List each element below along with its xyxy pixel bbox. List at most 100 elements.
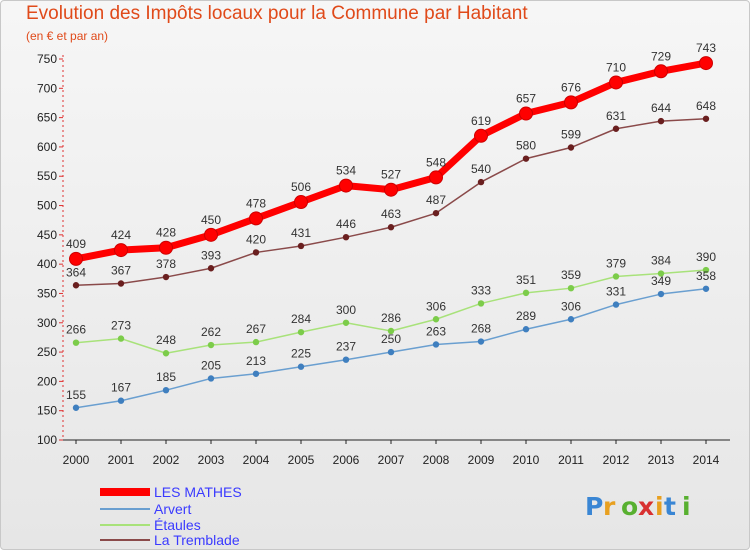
data-point bbox=[207, 265, 215, 272]
data-label: 205 bbox=[201, 358, 221, 372]
data-label: 237 bbox=[336, 340, 356, 354]
data-point bbox=[654, 64, 668, 79]
data-point bbox=[702, 285, 710, 292]
data-point bbox=[342, 319, 350, 326]
data-label: 409 bbox=[66, 237, 86, 251]
legend-label: Arvert bbox=[154, 501, 191, 517]
y-tick-label: 450 bbox=[37, 228, 57, 242]
logo-letter: i bbox=[682, 492, 691, 521]
y-tick-label: 200 bbox=[37, 374, 57, 388]
data-label: 540 bbox=[471, 162, 491, 176]
data-point bbox=[522, 326, 530, 333]
data-label: 631 bbox=[606, 109, 626, 123]
data-label: 351 bbox=[516, 273, 536, 287]
data-point bbox=[519, 106, 533, 121]
data-label: 506 bbox=[291, 180, 311, 194]
data-point bbox=[474, 128, 488, 143]
data-label: 534 bbox=[336, 164, 356, 178]
y-tick-label: 300 bbox=[37, 316, 57, 330]
data-point bbox=[72, 404, 80, 411]
y-tick-label: 100 bbox=[37, 433, 57, 447]
data-labels: 155 167 185 205 213 225 237 250 263 268 289 306 331 3… bbox=[66, 41, 716, 402]
data-label: 446 bbox=[336, 217, 356, 231]
data-point bbox=[342, 233, 350, 241]
data-point bbox=[297, 328, 305, 336]
data-label: 450 bbox=[201, 213, 221, 227]
data-point bbox=[384, 182, 398, 197]
data-label: 743 bbox=[696, 41, 716, 55]
data-point bbox=[567, 144, 575, 151]
data-label: 266 bbox=[66, 323, 86, 337]
y-tick-label: 150 bbox=[37, 404, 57, 418]
data-label: 331 bbox=[606, 285, 626, 299]
x-tick-label: 2004 bbox=[243, 453, 270, 467]
logo-letter: i bbox=[655, 492, 664, 521]
y-tick-label: 250 bbox=[37, 345, 57, 359]
data-label: 273 bbox=[111, 319, 131, 333]
x-tick-label: 2001 bbox=[108, 453, 135, 467]
x-tick-label: 2008 bbox=[423, 453, 450, 467]
data-point bbox=[297, 242, 305, 250]
data-label: 267 bbox=[246, 322, 266, 336]
data-label: 384 bbox=[651, 254, 671, 268]
x-tick-label: 2009 bbox=[468, 453, 495, 467]
data-label: 619 bbox=[471, 114, 491, 128]
data-point bbox=[477, 338, 485, 345]
chart-subtitle: (en € et par an) bbox=[26, 29, 109, 43]
x-tick-label: 2010 bbox=[513, 453, 540, 467]
x-tick-label: 2014 bbox=[693, 453, 720, 467]
data-label: 286 bbox=[381, 311, 401, 325]
data-point bbox=[567, 284, 575, 292]
data-point bbox=[387, 327, 395, 335]
series-la-tremblade bbox=[72, 115, 710, 289]
legend-label: LES MATHES bbox=[154, 484, 242, 500]
data-point bbox=[522, 155, 530, 162]
chart-title: Evolution des Impôts locaux pour la Comm… bbox=[26, 3, 528, 24]
data-point bbox=[252, 370, 260, 377]
y-tick-label: 500 bbox=[37, 199, 57, 213]
data-point bbox=[114, 243, 128, 258]
data-label: 364 bbox=[66, 265, 86, 279]
data-point bbox=[567, 316, 575, 323]
data-point bbox=[612, 125, 620, 132]
data-label: 306 bbox=[426, 299, 446, 313]
data-label: 729 bbox=[651, 49, 671, 63]
data-label: 648 bbox=[696, 99, 716, 113]
data-point bbox=[432, 316, 440, 323]
y-tick-label: 600 bbox=[37, 140, 57, 154]
data-label: 424 bbox=[111, 228, 131, 242]
y-tick-label: 400 bbox=[37, 257, 57, 271]
x-tick-label: 2011 bbox=[558, 453, 584, 467]
x-tick-label: 2012 bbox=[603, 453, 630, 467]
data-point bbox=[252, 338, 260, 346]
data-point bbox=[657, 290, 665, 298]
data-point bbox=[117, 280, 125, 287]
data-point bbox=[702, 266, 710, 274]
data-point bbox=[72, 339, 80, 346]
data-point bbox=[609, 75, 623, 90]
data-point bbox=[564, 95, 578, 110]
data-label: 487 bbox=[426, 193, 446, 207]
data-point bbox=[294, 195, 308, 210]
data-point bbox=[69, 251, 83, 266]
y-tick-label: 350 bbox=[37, 286, 57, 300]
data-label: 527 bbox=[381, 168, 401, 182]
data-point bbox=[117, 397, 125, 404]
data-label: 268 bbox=[471, 322, 491, 336]
axes: 100 150 200 250 300 350 400 450 500 550 600 650 700 7… bbox=[37, 52, 730, 467]
data-point bbox=[657, 117, 665, 125]
series-les-mathes bbox=[69, 56, 713, 266]
logo-letter: P bbox=[585, 492, 603, 521]
legend-label: Étaules bbox=[154, 517, 201, 533]
data-label: 213 bbox=[246, 354, 266, 368]
data-label: 710 bbox=[606, 60, 626, 74]
data-label: 379 bbox=[606, 256, 626, 270]
y-tick-label: 550 bbox=[37, 169, 57, 183]
data-label: 250 bbox=[381, 332, 401, 346]
data-label: 378 bbox=[156, 257, 176, 271]
data-label: 644 bbox=[651, 101, 671, 115]
data-point bbox=[117, 335, 125, 342]
x-tick-label: 2013 bbox=[648, 453, 675, 467]
